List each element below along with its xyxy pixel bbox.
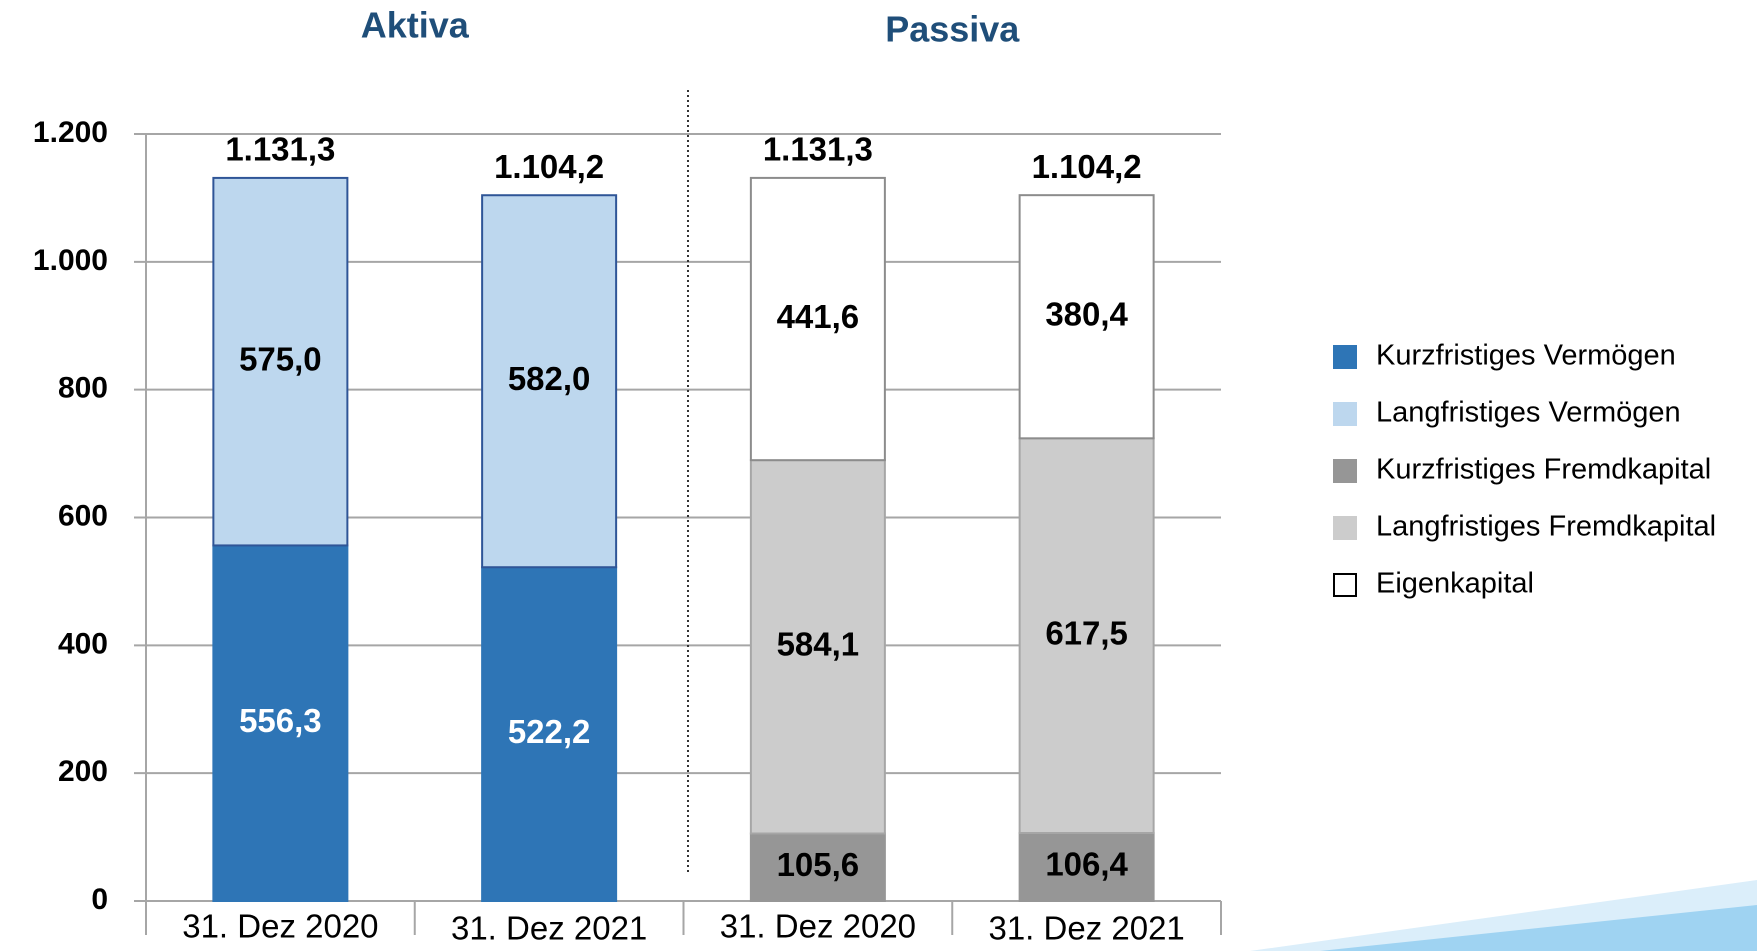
legend-swatch (1333, 516, 1357, 540)
bar-segment (1018, 437, 1155, 834)
value-label: 522,2 (508, 713, 591, 750)
x-tick-label: 31. Dez 2020 (182, 908, 378, 945)
value-label: 575,0 (239, 340, 322, 377)
legend-label: Langfristiges Vermögen (1376, 397, 1681, 429)
bar-segment (749, 176, 886, 462)
group-title: Passiva (885, 9, 1020, 50)
bar-segment (749, 832, 886, 903)
value-label: 441,6 (777, 298, 860, 335)
x-tick-label: 31. Dez 2021 (988, 910, 1184, 947)
legend-swatch (1333, 345, 1357, 369)
legend-label: Langfristiges Fremdkapital (1376, 511, 1716, 543)
legend-swatch (1333, 402, 1357, 426)
legend-label: Kurzfristiges Vermögen (1376, 340, 1676, 372)
total-label: 1.131,3 (225, 131, 335, 168)
value-label: 584,1 (777, 626, 860, 663)
total-label: 1.104,2 (494, 148, 604, 185)
value-label: 582,0 (508, 360, 591, 397)
y-tick-label: 400 (58, 627, 108, 660)
legend-label: Eigenkapital (1376, 568, 1534, 600)
legend-swatch (1333, 459, 1357, 483)
bar-segment (481, 194, 618, 569)
group-title: Aktiva (361, 5, 470, 46)
y-tick-label: 1.200 (33, 116, 108, 149)
legend-label: Kurzfristiges Fremdkapital (1376, 454, 1711, 486)
bar-segment (212, 176, 349, 547)
y-tick-label: 200 (58, 755, 108, 788)
total-label: 1.131,3 (763, 131, 873, 168)
bar-segment (212, 544, 349, 902)
y-tick-label: 600 (58, 499, 108, 532)
value-label: 617,5 (1045, 614, 1128, 651)
value-label: 556,3 (239, 702, 322, 739)
value-label: 105,6 (777, 846, 860, 883)
bar-segment (749, 459, 886, 835)
value-label: 380,4 (1045, 295, 1128, 332)
total-label: 1.104,2 (1032, 148, 1142, 185)
decoration (1320, 905, 1757, 951)
y-tick-label: 0 (91, 883, 108, 916)
x-tick-label: 31. Dez 2021 (451, 910, 647, 947)
legend-swatch (1333, 573, 1357, 597)
x-tick-label: 31. Dez 2020 (720, 908, 916, 945)
y-tick-label: 1.000 (33, 244, 108, 277)
value-label: 106,4 (1045, 846, 1128, 883)
y-tick-label: 800 (58, 372, 108, 405)
bar-segment (1018, 194, 1155, 440)
